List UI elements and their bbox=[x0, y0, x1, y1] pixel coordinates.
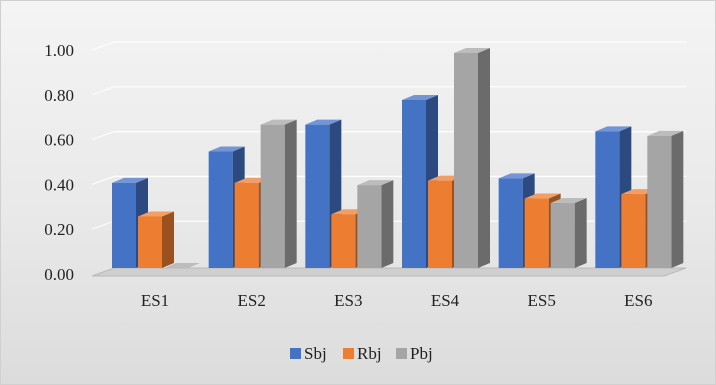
bar-top bbox=[138, 211, 174, 217]
x-tick-label: ES2 bbox=[237, 291, 265, 310]
y-tick-label: 0.40 bbox=[44, 175, 74, 194]
bar-front bbox=[550, 203, 575, 268]
bar bbox=[138, 211, 174, 268]
x-tick-label: ES4 bbox=[431, 291, 460, 310]
chart-floor bbox=[91, 267, 687, 277]
y-tick-label: 0.80 bbox=[44, 86, 74, 105]
bar-top bbox=[595, 126, 632, 132]
y-axis: 0.00 0.20 0.40 0.60 0.80 1.00 bbox=[44, 41, 74, 284]
bar-top bbox=[454, 47, 490, 53]
bar-top bbox=[498, 173, 535, 179]
bar-top bbox=[647, 130, 684, 136]
bar-front bbox=[331, 214, 356, 268]
bar-front bbox=[402, 100, 426, 268]
bar-front bbox=[621, 194, 646, 268]
bar-side bbox=[162, 211, 174, 268]
bar-top bbox=[402, 95, 438, 100]
bar-top bbox=[164, 263, 200, 268]
bar-top bbox=[208, 146, 245, 152]
bar bbox=[550, 198, 587, 268]
x-axis: ES1 ES2 ES3 ES4 ES5 ES6 bbox=[141, 291, 653, 310]
bar-top bbox=[112, 177, 148, 183]
gridline-depth bbox=[91, 41, 115, 51]
bar-side bbox=[284, 119, 297, 268]
legend: Sbj Rbj Pbj bbox=[290, 344, 433, 363]
floor bbox=[91, 267, 687, 277]
bar-top bbox=[260, 119, 297, 125]
legend-swatch bbox=[396, 348, 407, 359]
legend-label: Rbj bbox=[357, 344, 382, 363]
x-tick-label: ES3 bbox=[334, 291, 362, 310]
y-tick-label: 0.00 bbox=[44, 265, 74, 284]
x-tick-label: ES1 bbox=[141, 291, 169, 310]
gridline-depth bbox=[91, 86, 115, 96]
bar-top bbox=[305, 119, 342, 125]
y-tick-label: 0.60 bbox=[44, 131, 74, 150]
legend-label: Sbj bbox=[304, 344, 327, 363]
bar-front bbox=[524, 198, 549, 268]
x-tick-label: ES5 bbox=[527, 291, 555, 310]
bar-front bbox=[428, 180, 452, 268]
bar-front bbox=[260, 124, 285, 268]
y-tick-label: 1.00 bbox=[44, 41, 74, 60]
legend-swatch bbox=[290, 348, 301, 359]
legend-label: Pbj bbox=[410, 344, 433, 363]
bar-front bbox=[138, 216, 162, 268]
bar bbox=[260, 119, 297, 268]
bar-side bbox=[381, 180, 394, 268]
bar bbox=[164, 263, 200, 268]
bar-front bbox=[234, 182, 259, 268]
gridline-depth bbox=[91, 175, 115, 185]
bar bbox=[357, 180, 394, 268]
bar-front bbox=[357, 185, 382, 268]
bar bbox=[647, 130, 684, 268]
bar-front bbox=[498, 178, 523, 268]
legend-item: Rbj bbox=[343, 344, 382, 363]
y-tick-label: 0.20 bbox=[44, 220, 74, 239]
x-tick-label: ES6 bbox=[624, 291, 652, 310]
bar-front bbox=[647, 135, 672, 268]
bar-side bbox=[671, 130, 684, 268]
bar-front bbox=[454, 52, 478, 269]
bar-front bbox=[595, 131, 620, 268]
gridline-depth bbox=[91, 220, 115, 230]
bar-top bbox=[524, 193, 561, 199]
bar-front bbox=[305, 124, 330, 268]
bar-top bbox=[550, 198, 587, 204]
bar-side bbox=[574, 198, 587, 268]
bar-side bbox=[478, 47, 490, 269]
bar-front bbox=[112, 182, 136, 268]
bar bbox=[454, 47, 490, 269]
legend-swatch bbox=[343, 348, 354, 359]
bar-top bbox=[357, 180, 394, 186]
bars bbox=[112, 47, 684, 269]
gridline-depth bbox=[91, 131, 115, 141]
bar-front bbox=[208, 151, 233, 268]
legend-item: Sbj bbox=[290, 344, 327, 363]
legend-item: Pbj bbox=[396, 344, 433, 363]
